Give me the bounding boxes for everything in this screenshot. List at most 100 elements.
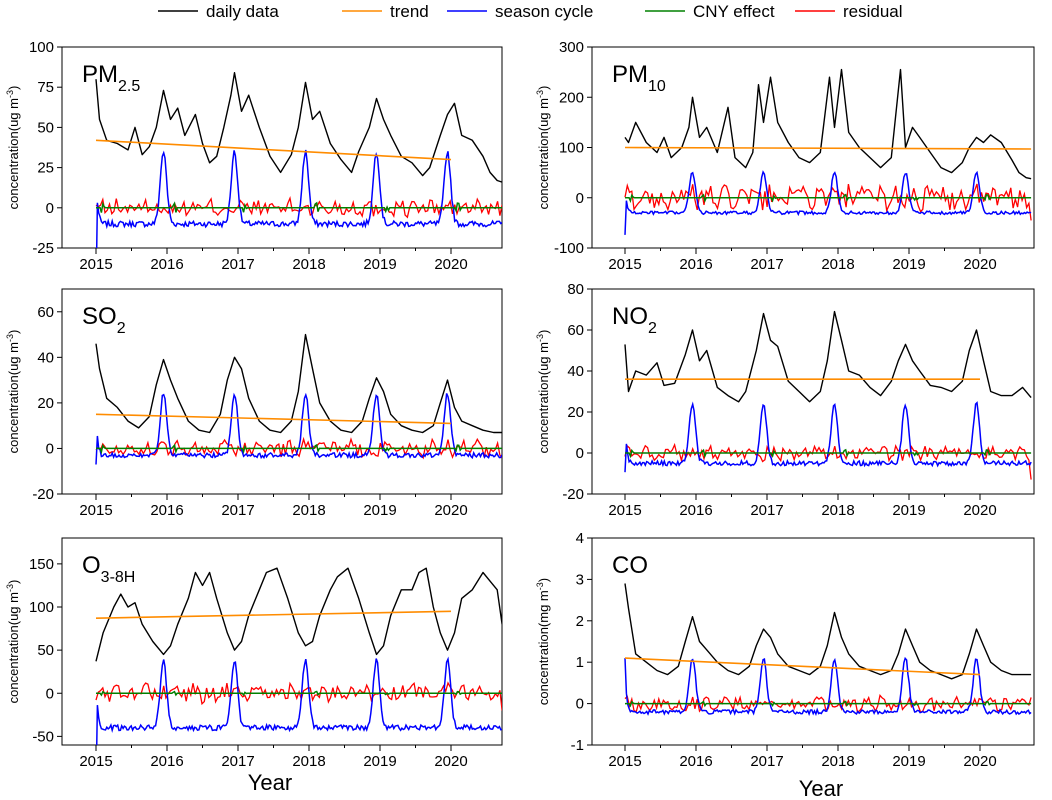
x-tick-label-pm10: 2019 (892, 256, 925, 273)
cny-effect-line-so2 (96, 443, 502, 455)
x-tick-label-co: 2017 (750, 753, 783, 770)
plot-frame-pm25 (61, 46, 503, 249)
y-tick-label-pm10: -100 (554, 240, 584, 257)
season-cycle-line-pm25 (95, 149, 502, 248)
daily-data-line-pm10 (624, 68, 1032, 180)
panel-title-o3: O3-8H (82, 552, 135, 586)
series-group-co (624, 583, 1032, 717)
y-tick-label-no2: 60 (567, 322, 584, 339)
daily-data-line-so2 (95, 333, 502, 434)
y-tick-label-no2: -20 (562, 486, 584, 503)
x-tick-label-so2: 2019 (363, 502, 396, 519)
x-tick-label-pm25: 2020 (434, 256, 467, 273)
x-axis-title-left: Year (248, 770, 292, 795)
plot-frame-so2 (61, 288, 503, 495)
y-tick-label-pm10: 200 (559, 89, 584, 106)
y-tick-label-co: 4 (576, 530, 584, 547)
y-tick-label-no2: 0 (576, 445, 584, 462)
x-tick-label-pm10: 2015 (608, 256, 641, 273)
x-tick-label-no2: 2016 (679, 502, 712, 519)
y-axis-label-pm10: concentration(ug m-3) (535, 86, 551, 210)
y-tick-label-pm10: 100 (559, 140, 584, 157)
y-tick-label-o3: 100 (29, 599, 54, 616)
trend-line-co (624, 657, 981, 676)
legend-label-4: residual (843, 2, 903, 21)
y-tick-label-pm10: 300 (559, 39, 584, 56)
y-tick-label-so2: -20 (32, 486, 54, 503)
residual-line-pm10 (624, 183, 1032, 221)
legend-label-0: daily data (206, 2, 279, 21)
x-tick-label-so2: 2017 (221, 502, 254, 519)
season-cycle-line-pm10 (624, 170, 1032, 235)
y-tick-label-pm25: 50 (37, 119, 54, 136)
y-tick-label-no2: 20 (567, 404, 584, 421)
cny-effect-line-no2 (625, 448, 1032, 459)
y-tick-label-so2: 0 (46, 440, 54, 457)
series-group-so2 (95, 333, 502, 465)
y-tick-label-pm25: -25 (32, 240, 54, 257)
x-tick-label-pm25: 2019 (363, 256, 396, 273)
panel-title-no2: NO2 (612, 303, 657, 337)
panel-co: -1 0 1 2 3 4 2015 2016 2017 2018 2019 2020 concentra… (535, 530, 1035, 770)
x-tick-label-no2: 2015 (608, 502, 641, 519)
x-tick-label-so2: 2018 (292, 502, 325, 519)
y-tick-label-o3: 50 (37, 642, 54, 659)
series-group-o3 (95, 567, 502, 745)
x-tick-label-no2: 2020 (963, 502, 996, 519)
season-cycle-line-o3 (96, 656, 502, 745)
x-tick-label-co: 2020 (963, 753, 996, 770)
y-tick-label-co: 3 (576, 571, 584, 588)
y-tick-label-o3: 150 (29, 556, 54, 573)
x-tick-label-pm25: 2018 (292, 256, 325, 273)
residual-line-so2 (95, 436, 502, 460)
y-tick-label-o3: 0 (46, 685, 54, 702)
x-tick-label-so2: 2015 (79, 502, 112, 519)
x-tick-label-o3: 2017 (221, 753, 254, 770)
y-axis-label-o3: concentration(ug m-3) (5, 580, 21, 704)
x-tick-label-so2: 2020 (434, 502, 467, 519)
y-axis-label-so2: concentration(ug m-3) (5, 330, 21, 454)
x-tick-label-no2: 2017 (750, 502, 783, 519)
y-tick-label-pm10: 0 (576, 190, 584, 207)
season-cycle-line-no2 (624, 401, 1032, 473)
residual-line-o3 (95, 681, 502, 711)
x-tick-label-pm25: 2015 (79, 256, 112, 273)
trend-line-pm10 (624, 146, 1032, 150)
season-cycle-line-so2 (95, 392, 502, 465)
x-tick-label-o3: 2020 (434, 753, 467, 770)
trend-line-so2 (95, 413, 452, 425)
y-tick-label-co: 0 (576, 696, 584, 713)
y-tick-label-no2: 80 (567, 281, 584, 298)
plot-frame-no2 (591, 288, 1035, 495)
daily-data-line-co (624, 583, 1032, 680)
daily-data-line-no2 (624, 310, 1032, 403)
x-tick-label-pm25: 2017 (221, 256, 254, 273)
x-tick-label-pm10: 2020 (963, 256, 996, 273)
x-tick-label-o3: 2016 (150, 753, 183, 770)
y-axis-label-co: concentration(mg m-3) (535, 578, 551, 705)
panel-title-pm25: PM2.5 (82, 61, 140, 95)
daily-data-line-pm25 (95, 72, 502, 183)
series-group-pm10 (624, 68, 1032, 235)
x-tick-label-co: 2016 (679, 753, 712, 770)
x-tick-label-co: 2019 (892, 753, 925, 770)
trend-line-pm25 (95, 139, 452, 161)
y-tick-label-co: -1 (571, 737, 584, 754)
y-axis-label-no2: concentration(ug m-3) (535, 330, 551, 454)
x-tick-label-pm10: 2016 (679, 256, 712, 273)
x-tick-label-co: 2015 (608, 753, 641, 770)
cny-effect-line-pm10 (625, 193, 1032, 204)
panel-pm25: -25 0 25 50 75 100 2015 2016 2017 2018 2019 2020 con… (5, 39, 503, 273)
x-axis-title-right: Year (799, 776, 843, 800)
legend-label-1: trend (390, 2, 429, 21)
series-group-pm25 (95, 72, 502, 248)
legend-label-2: season cycle (495, 2, 593, 21)
plot-frame-o3 (61, 537, 503, 746)
x-tick-label-co: 2018 (821, 753, 854, 770)
x-tick-label-pm10: 2017 (750, 256, 783, 273)
trend-line-o3 (95, 610, 452, 619)
season-cycle-line-co (624, 656, 1032, 717)
legend-label-3: CNY effect (693, 2, 775, 21)
